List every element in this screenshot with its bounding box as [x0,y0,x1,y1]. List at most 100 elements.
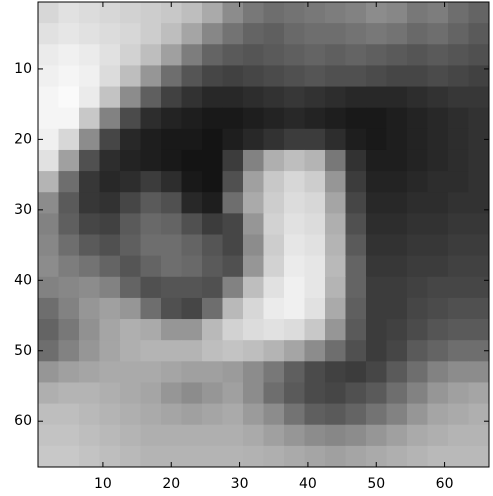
cell [99,107,121,130]
cell [304,128,326,151]
cell [345,107,367,130]
cell [79,276,100,299]
cell [222,213,244,235]
cell [222,276,244,299]
cell [120,107,141,130]
cell [58,107,80,130]
cell [304,149,326,172]
cell [448,340,469,362]
cell [140,276,162,299]
cell [468,382,490,405]
cell [79,424,100,447]
y-tick-label: 60 [14,413,32,429]
cell [58,382,80,405]
cell [345,340,367,362]
cell [325,44,346,66]
cell [345,361,367,383]
cell [366,297,387,320]
cell [99,65,121,88]
cell [79,255,100,278]
cell [345,149,367,172]
cell [181,255,203,278]
cell [284,107,305,130]
cell [263,171,285,193]
cell [284,44,305,66]
cell [448,361,469,383]
cell [386,234,408,257]
cell [386,297,408,320]
cell [161,234,182,257]
cell [120,445,141,468]
cell [325,2,346,24]
cell [79,213,100,235]
cell [38,340,59,362]
cell [120,192,141,214]
cell [468,107,490,130]
cell [427,213,449,235]
cell [345,445,367,468]
cell [407,403,428,426]
cell [366,361,387,383]
cell [181,2,203,24]
cell [325,23,346,45]
cell [448,23,469,45]
cell [407,65,428,88]
cell [407,171,428,193]
cell [202,107,223,130]
cell [427,340,449,362]
cell [366,403,387,426]
cell [58,319,80,341]
cell [99,149,121,172]
cell [99,234,121,257]
cell [407,424,428,447]
cell [161,424,182,447]
cell [161,255,182,278]
cell [202,403,223,426]
cell [345,128,367,151]
cell [366,128,387,151]
cell [140,297,162,320]
cell [99,213,121,235]
cell [79,2,100,24]
cell [304,340,326,362]
cell [222,65,244,88]
cell [366,86,387,109]
cell [79,192,100,214]
x-tick-label: 10 [94,476,112,492]
cell [243,2,264,24]
cell [181,424,203,447]
cell [448,149,469,172]
cell [427,255,449,278]
cell [120,255,141,278]
cell [120,382,141,405]
cell [222,382,244,405]
cell [448,382,469,405]
cell [448,107,469,130]
cell [222,149,244,172]
cell [222,255,244,278]
cell [58,213,80,235]
cell [263,361,285,383]
cell [325,107,346,130]
cell [304,382,326,405]
cell [345,403,367,426]
cell [366,319,387,341]
cell [243,424,264,447]
cell [58,255,80,278]
cell [243,107,264,130]
cell [120,319,141,341]
cell [222,107,244,130]
cell [304,2,326,24]
x-tick-label: 30 [231,476,249,492]
cell [386,403,408,426]
y-tick-label: 10 [14,61,32,77]
cell [120,361,141,383]
cell [79,361,100,383]
cell [263,44,285,66]
cell [243,255,264,278]
cell [407,255,428,278]
cell [448,255,469,278]
cell [38,107,59,130]
cell [222,403,244,426]
cell [120,86,141,109]
